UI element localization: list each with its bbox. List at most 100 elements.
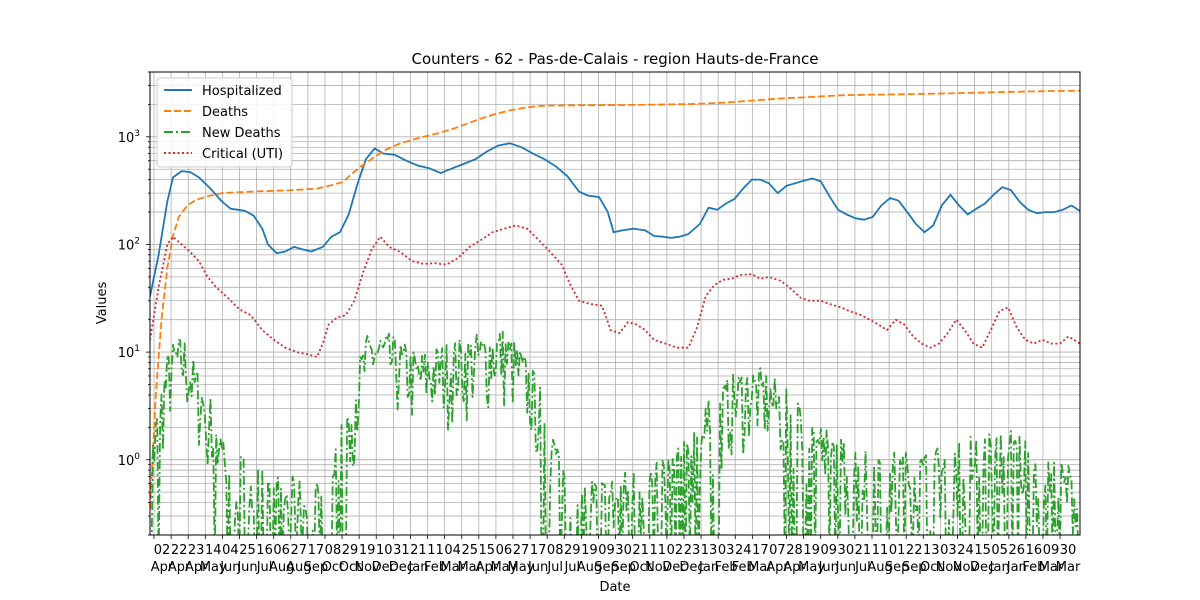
x-tick-label-month: Jul bbox=[256, 560, 273, 575]
x-tick-label-month: Nov bbox=[936, 560, 962, 575]
x-tick-label-day: 17 bbox=[530, 543, 547, 558]
x-tick-label-month: Sep bbox=[902, 560, 927, 575]
x-tick-label-month: Feb bbox=[424, 560, 447, 575]
series-line-critical-uti bbox=[150, 224, 1080, 358]
x-tick-label-day: 03 bbox=[718, 543, 735, 558]
grid bbox=[150, 71, 1080, 536]
x-tick-label-month: Aug bbox=[867, 560, 892, 575]
x-tick-label-month: Jun bbox=[527, 560, 548, 575]
legend-label-deaths: Deaths bbox=[202, 105, 248, 120]
x-tick-label-month: Jan bbox=[989, 560, 1010, 575]
x-tick-label-month: Nov bbox=[645, 560, 671, 575]
x-tick-label-month: Feb bbox=[715, 560, 738, 575]
legend-label-new-deaths: New Deaths bbox=[202, 126, 281, 141]
x-tick-label-day: 10 bbox=[376, 543, 393, 558]
x-tick-label-day: 19 bbox=[359, 543, 376, 558]
x-tick-label-day: 08 bbox=[547, 543, 564, 558]
x-tick-label-day: 30 bbox=[615, 543, 632, 558]
x-tick-label-day: 28 bbox=[786, 543, 803, 558]
x-tick-label-day: 25 bbox=[239, 543, 256, 558]
x-tick-label-month: Jan bbox=[1006, 560, 1027, 575]
x-tick-label-month: Mar bbox=[1056, 560, 1081, 575]
x-tick-label-day: 24 bbox=[957, 543, 974, 558]
x-tick-label-day: 01 bbox=[889, 543, 906, 558]
x-tick-label-day: 21 bbox=[410, 543, 427, 558]
x-tick-label-day: 13 bbox=[701, 543, 718, 558]
x-axis-label: Date bbox=[599, 580, 630, 595]
y-tick-label: 100 bbox=[118, 452, 141, 469]
x-tick-label-day: 25 bbox=[461, 543, 478, 558]
x-tick-label-month: Nov bbox=[953, 560, 979, 575]
x-tick-label-month: Aug bbox=[577, 560, 602, 575]
x-tick-label-month: Jul bbox=[854, 560, 871, 575]
x-tick-label-day: 22 bbox=[906, 543, 923, 558]
x-tick-label-month: Dec bbox=[372, 560, 397, 575]
x-tick-label-month: May bbox=[508, 560, 535, 575]
y-tick-label: 101 bbox=[118, 344, 140, 361]
x-tick-label-day: 23 bbox=[684, 543, 701, 558]
x-axis: 02Apr22Apr23Apr14May04Jun25Jun16Jul06Aug… bbox=[151, 535, 1081, 575]
x-tick-label-month: Jun bbox=[818, 560, 839, 575]
x-tick-label-month: Jun bbox=[835, 560, 856, 575]
x-tick-label-day: 05 bbox=[991, 543, 1008, 558]
x-tick-label-day: 27 bbox=[290, 543, 307, 558]
x-tick-label-day: 29 bbox=[564, 543, 581, 558]
x-tick-label-day: 08 bbox=[325, 543, 342, 558]
x-tick-label-day: 09 bbox=[598, 543, 615, 558]
x-tick-label-day: 16 bbox=[256, 543, 273, 558]
x-tick-label-month: Mar bbox=[1039, 560, 1064, 575]
x-tick-label-day: 22 bbox=[171, 543, 188, 558]
x-tick-label-month: Oct bbox=[629, 560, 651, 575]
x-tick-label-month: Apr bbox=[476, 560, 499, 575]
x-tick-label-month: Jun bbox=[236, 560, 257, 575]
x-tick-label-month: Dec bbox=[662, 560, 687, 575]
y-tick-label: 103 bbox=[118, 129, 140, 146]
x-tick-label-month: Apr bbox=[185, 560, 208, 575]
x-tick-label-day: 21 bbox=[632, 543, 649, 558]
x-tick-label-day: 06 bbox=[273, 543, 290, 558]
legend-box bbox=[156, 77, 293, 168]
legend: Hospitalized Deaths New Deaths Critical … bbox=[156, 77, 293, 168]
x-tick-label-month: Sep bbox=[304, 560, 329, 575]
x-tick-label-month: Sep bbox=[594, 560, 619, 575]
x-tick-label-day: 16 bbox=[1026, 543, 1043, 558]
x-tick-label-day: 24 bbox=[735, 543, 752, 558]
x-tick-label-month: Jul bbox=[546, 560, 563, 575]
x-tick-label-day: 21 bbox=[855, 543, 872, 558]
x-tick-label-day: 27 bbox=[513, 543, 530, 558]
x-tick-label-month: May bbox=[798, 560, 825, 575]
x-tick-label-month: Dec bbox=[679, 560, 704, 575]
x-tick-label-day: 09 bbox=[1043, 543, 1060, 558]
y-tick-label: 102 bbox=[118, 236, 140, 253]
x-tick-label-day: 14 bbox=[205, 543, 222, 558]
plot-area bbox=[150, 89, 1080, 535]
x-tick-label-month: Mar bbox=[440, 560, 465, 575]
series-line-deaths bbox=[150, 89, 1080, 509]
x-tick-label-month: Oct bbox=[322, 560, 344, 575]
x-tick-label-month: Sep bbox=[885, 560, 910, 575]
x-tick-label-day: 17 bbox=[308, 543, 325, 558]
x-tick-label-month: Mar bbox=[457, 560, 482, 575]
x-tick-label-day: 03 bbox=[940, 543, 957, 558]
x-tick-label-day: 30 bbox=[1060, 543, 1077, 558]
x-tick-label-month: Feb bbox=[732, 560, 755, 575]
x-tick-label-day: 23 bbox=[188, 543, 205, 558]
x-tick-label-month: Apr bbox=[766, 560, 789, 575]
y-axis: 100 101 102 103 bbox=[118, 71, 150, 536]
legend-label-critical: Critical (UTI) bbox=[202, 147, 283, 162]
x-tick-label-month: May bbox=[200, 560, 227, 575]
axes-frame bbox=[149, 71, 1081, 536]
x-tick-label-day: 13 bbox=[923, 543, 940, 558]
x-tick-label-month: May bbox=[490, 560, 517, 575]
x-tick-label-day: 02 bbox=[154, 543, 171, 558]
x-tick-label-day: 26 bbox=[1009, 543, 1026, 558]
x-tick-label-day: 17 bbox=[752, 543, 769, 558]
x-tick-label-day: 09 bbox=[820, 543, 837, 558]
x-tick-label-day: 06 bbox=[496, 543, 513, 558]
x-tick-label-day: 02 bbox=[667, 543, 684, 558]
series-line-hospitalized bbox=[150, 142, 1080, 297]
chart-title: Counters - 62 - Pas-de-Calais - region H… bbox=[412, 50, 819, 68]
x-tick-label-month: Dec bbox=[970, 560, 995, 575]
x-tick-label-month: Oct bbox=[920, 560, 942, 575]
x-tick-label-day: 11 bbox=[427, 543, 444, 558]
